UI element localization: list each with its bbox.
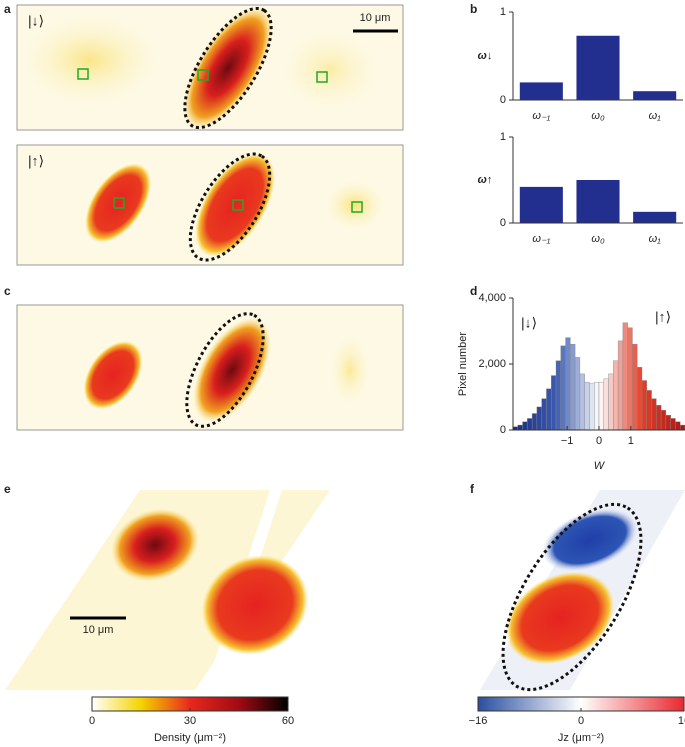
x-tick-label: ω₁ <box>649 233 662 245</box>
x-tick-label: ω₀ <box>591 110 605 122</box>
histogram-bar <box>584 381 590 431</box>
histogram-bar <box>627 327 633 431</box>
histogram-bar <box>574 357 581 431</box>
x-tick-label: ω₀ <box>591 233 605 245</box>
annotation: |↑⟩ <box>655 309 671 325</box>
histogram-bar <box>617 340 624 431</box>
histogram-bar <box>555 360 561 431</box>
axis <box>512 12 683 101</box>
x-tick-label: −16 <box>469 715 488 727</box>
y-tick-label: 0 <box>500 424 506 436</box>
x-axis-label: Density (μm⁻²) <box>154 732 226 744</box>
panel-label: c <box>4 284 11 298</box>
y-axis-label: ω↑ <box>478 174 493 186</box>
histogram-bar <box>570 344 576 431</box>
axis <box>512 137 683 224</box>
bar <box>519 186 563 223</box>
y-tick-label: 1 <box>500 6 506 18</box>
histogram-bar <box>656 405 662 431</box>
histogram-bar <box>551 375 557 431</box>
x-tick-label: 0 <box>596 435 602 447</box>
histogram-bar <box>637 367 643 431</box>
histogram-bar <box>560 345 566 431</box>
image-panel-a-top <box>16 4 404 131</box>
histogram-bar <box>646 390 652 431</box>
histogram-bar <box>608 373 614 431</box>
x-tick-label: 16 <box>678 715 685 727</box>
axis <box>512 298 685 431</box>
histogram-bar <box>632 344 638 431</box>
histogram-bar <box>589 383 595 431</box>
histogram-bar <box>680 424 685 431</box>
annotation: |↓⟩ <box>521 315 537 331</box>
bar <box>633 91 677 100</box>
histogram-bar <box>598 381 604 431</box>
x-tick-label: 0 <box>578 715 584 727</box>
x-axis-label: W <box>594 460 606 472</box>
y-tick-label: 0 <box>500 94 506 106</box>
bar <box>576 35 620 101</box>
y-tick-label: 0 <box>500 217 506 229</box>
histogram-bar <box>565 337 571 431</box>
y-axis-label: Pixel number <box>457 332 469 397</box>
histogram-bar <box>641 380 647 431</box>
histogram-bar <box>622 322 628 431</box>
x-tick-label: 0 <box>89 715 95 727</box>
x-tick-label: ω₁ <box>649 110 662 122</box>
panel-label: e <box>4 482 11 496</box>
x-axis-label: Jz (μm⁻²) <box>558 732 604 744</box>
bar <box>519 82 563 100</box>
y-axis-label: ω↓ <box>478 50 493 62</box>
histogram-bar <box>536 406 542 431</box>
histogram-bar <box>665 414 671 431</box>
bar <box>576 180 620 223</box>
scale-bar-label: 10 μm <box>360 12 391 24</box>
panel-label: f <box>470 482 475 496</box>
histogram-bar <box>579 373 585 431</box>
histogram-bar <box>594 381 600 431</box>
x-tick-label: 30 <box>184 715 196 727</box>
state-label: |↑⟩ <box>28 153 44 169</box>
histogram-bar <box>603 378 609 431</box>
histogram-bar <box>517 424 523 431</box>
x-tick-label: ω₋₁ <box>532 233 550 245</box>
image-panel-e <box>5 490 330 690</box>
panel-label: a <box>4 2 11 16</box>
state-label: |↓⟩ <box>28 13 44 29</box>
histogram-bar <box>613 360 619 431</box>
image-panel-c <box>16 304 404 431</box>
image-panel-a-bottom <box>16 144 404 266</box>
histogram-bar <box>660 410 667 431</box>
panel-label: b <box>470 2 477 16</box>
histogram-bar <box>546 388 552 431</box>
bar <box>633 211 677 223</box>
histogram-bar <box>651 398 657 431</box>
histogram-bar <box>522 421 528 431</box>
histogram-bar <box>670 418 676 431</box>
histogram-bar <box>541 398 547 431</box>
x-tick-label: 60 <box>282 715 294 727</box>
histogram-bar <box>527 418 533 431</box>
y-tick-label: 2,000 <box>478 358 506 370</box>
y-tick-label: 4,000 <box>478 292 506 304</box>
y-tick-label: 1 <box>500 131 506 143</box>
x-tick-label: 1 <box>628 435 634 447</box>
histogram-bar <box>531 413 538 431</box>
scale-bar-label: 10 μm <box>83 624 114 636</box>
histogram-bar <box>675 421 681 431</box>
image-panel-f <box>480 490 685 692</box>
x-tick-label: ω₋₁ <box>532 110 550 122</box>
x-tick-label: −1 <box>561 435 574 447</box>
panel-label: d <box>470 284 477 298</box>
